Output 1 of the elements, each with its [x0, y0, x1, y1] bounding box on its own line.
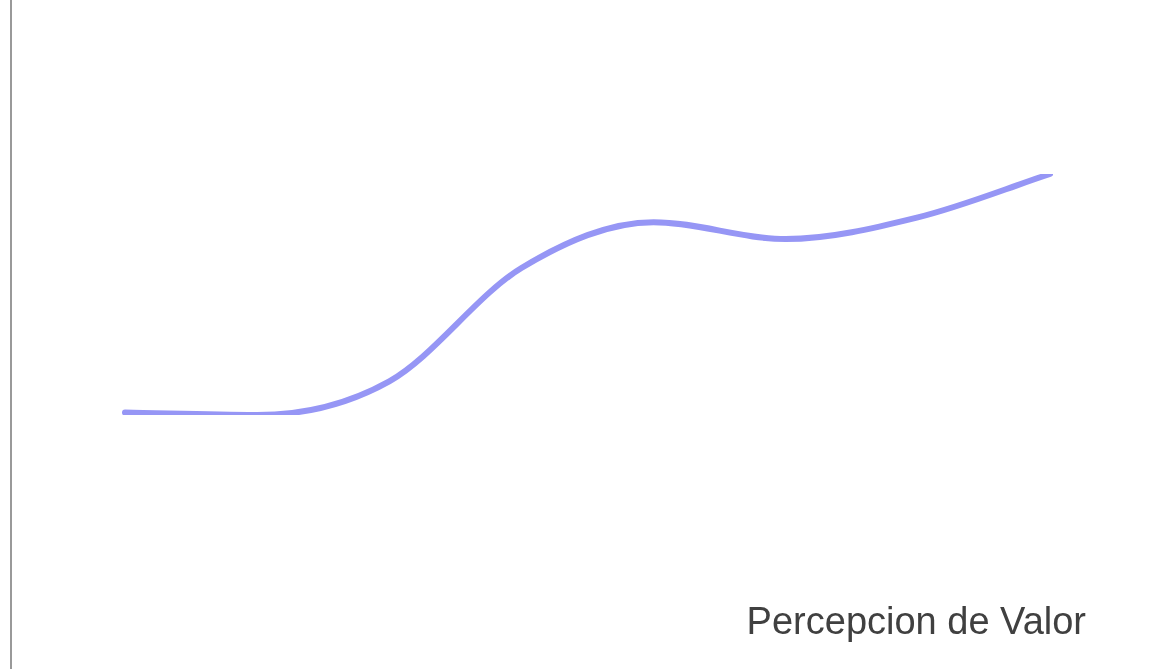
x-axis-title: Percepcion de Valor — [746, 600, 1086, 643]
